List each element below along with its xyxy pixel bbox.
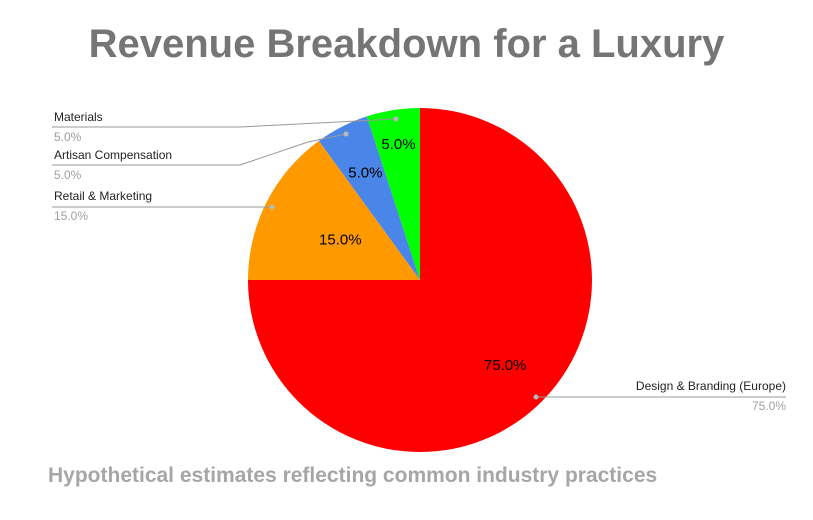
leader-dot xyxy=(343,131,349,137)
leader-dot xyxy=(533,394,539,400)
slice-percent-label: 75.0% xyxy=(752,399,786,413)
slice-value-label: 75.0% xyxy=(484,357,527,374)
chart-title: Revenue Breakdown for a Luxury xyxy=(88,22,725,66)
slice-name-label: Retail & Marketing xyxy=(54,189,152,203)
slice-value-label: 5.0% xyxy=(381,136,415,153)
pie-slice xyxy=(248,140,420,280)
slice-name-label: Materials xyxy=(54,110,103,124)
slice-value-label: 5.0% xyxy=(348,165,382,182)
slice-name-label: Design & Branding (Europe) xyxy=(636,379,786,393)
chart-subtitle: Hypothetical estimates reflecting common… xyxy=(48,464,658,487)
leader-line xyxy=(52,133,347,166)
slice-name-label: Artisan Compensation xyxy=(54,148,172,162)
slice-percent-label: 15.0% xyxy=(54,209,88,223)
slice-value-label: 15.0% xyxy=(319,231,362,248)
pie-slice xyxy=(366,108,420,280)
slice-percent-label: 5.0% xyxy=(54,168,82,182)
leader-dot xyxy=(393,116,399,122)
slice-percent-label: 5.0% xyxy=(54,130,82,144)
leader-dot xyxy=(269,204,275,210)
leader-line xyxy=(52,118,397,128)
pie-slice xyxy=(318,116,420,281)
